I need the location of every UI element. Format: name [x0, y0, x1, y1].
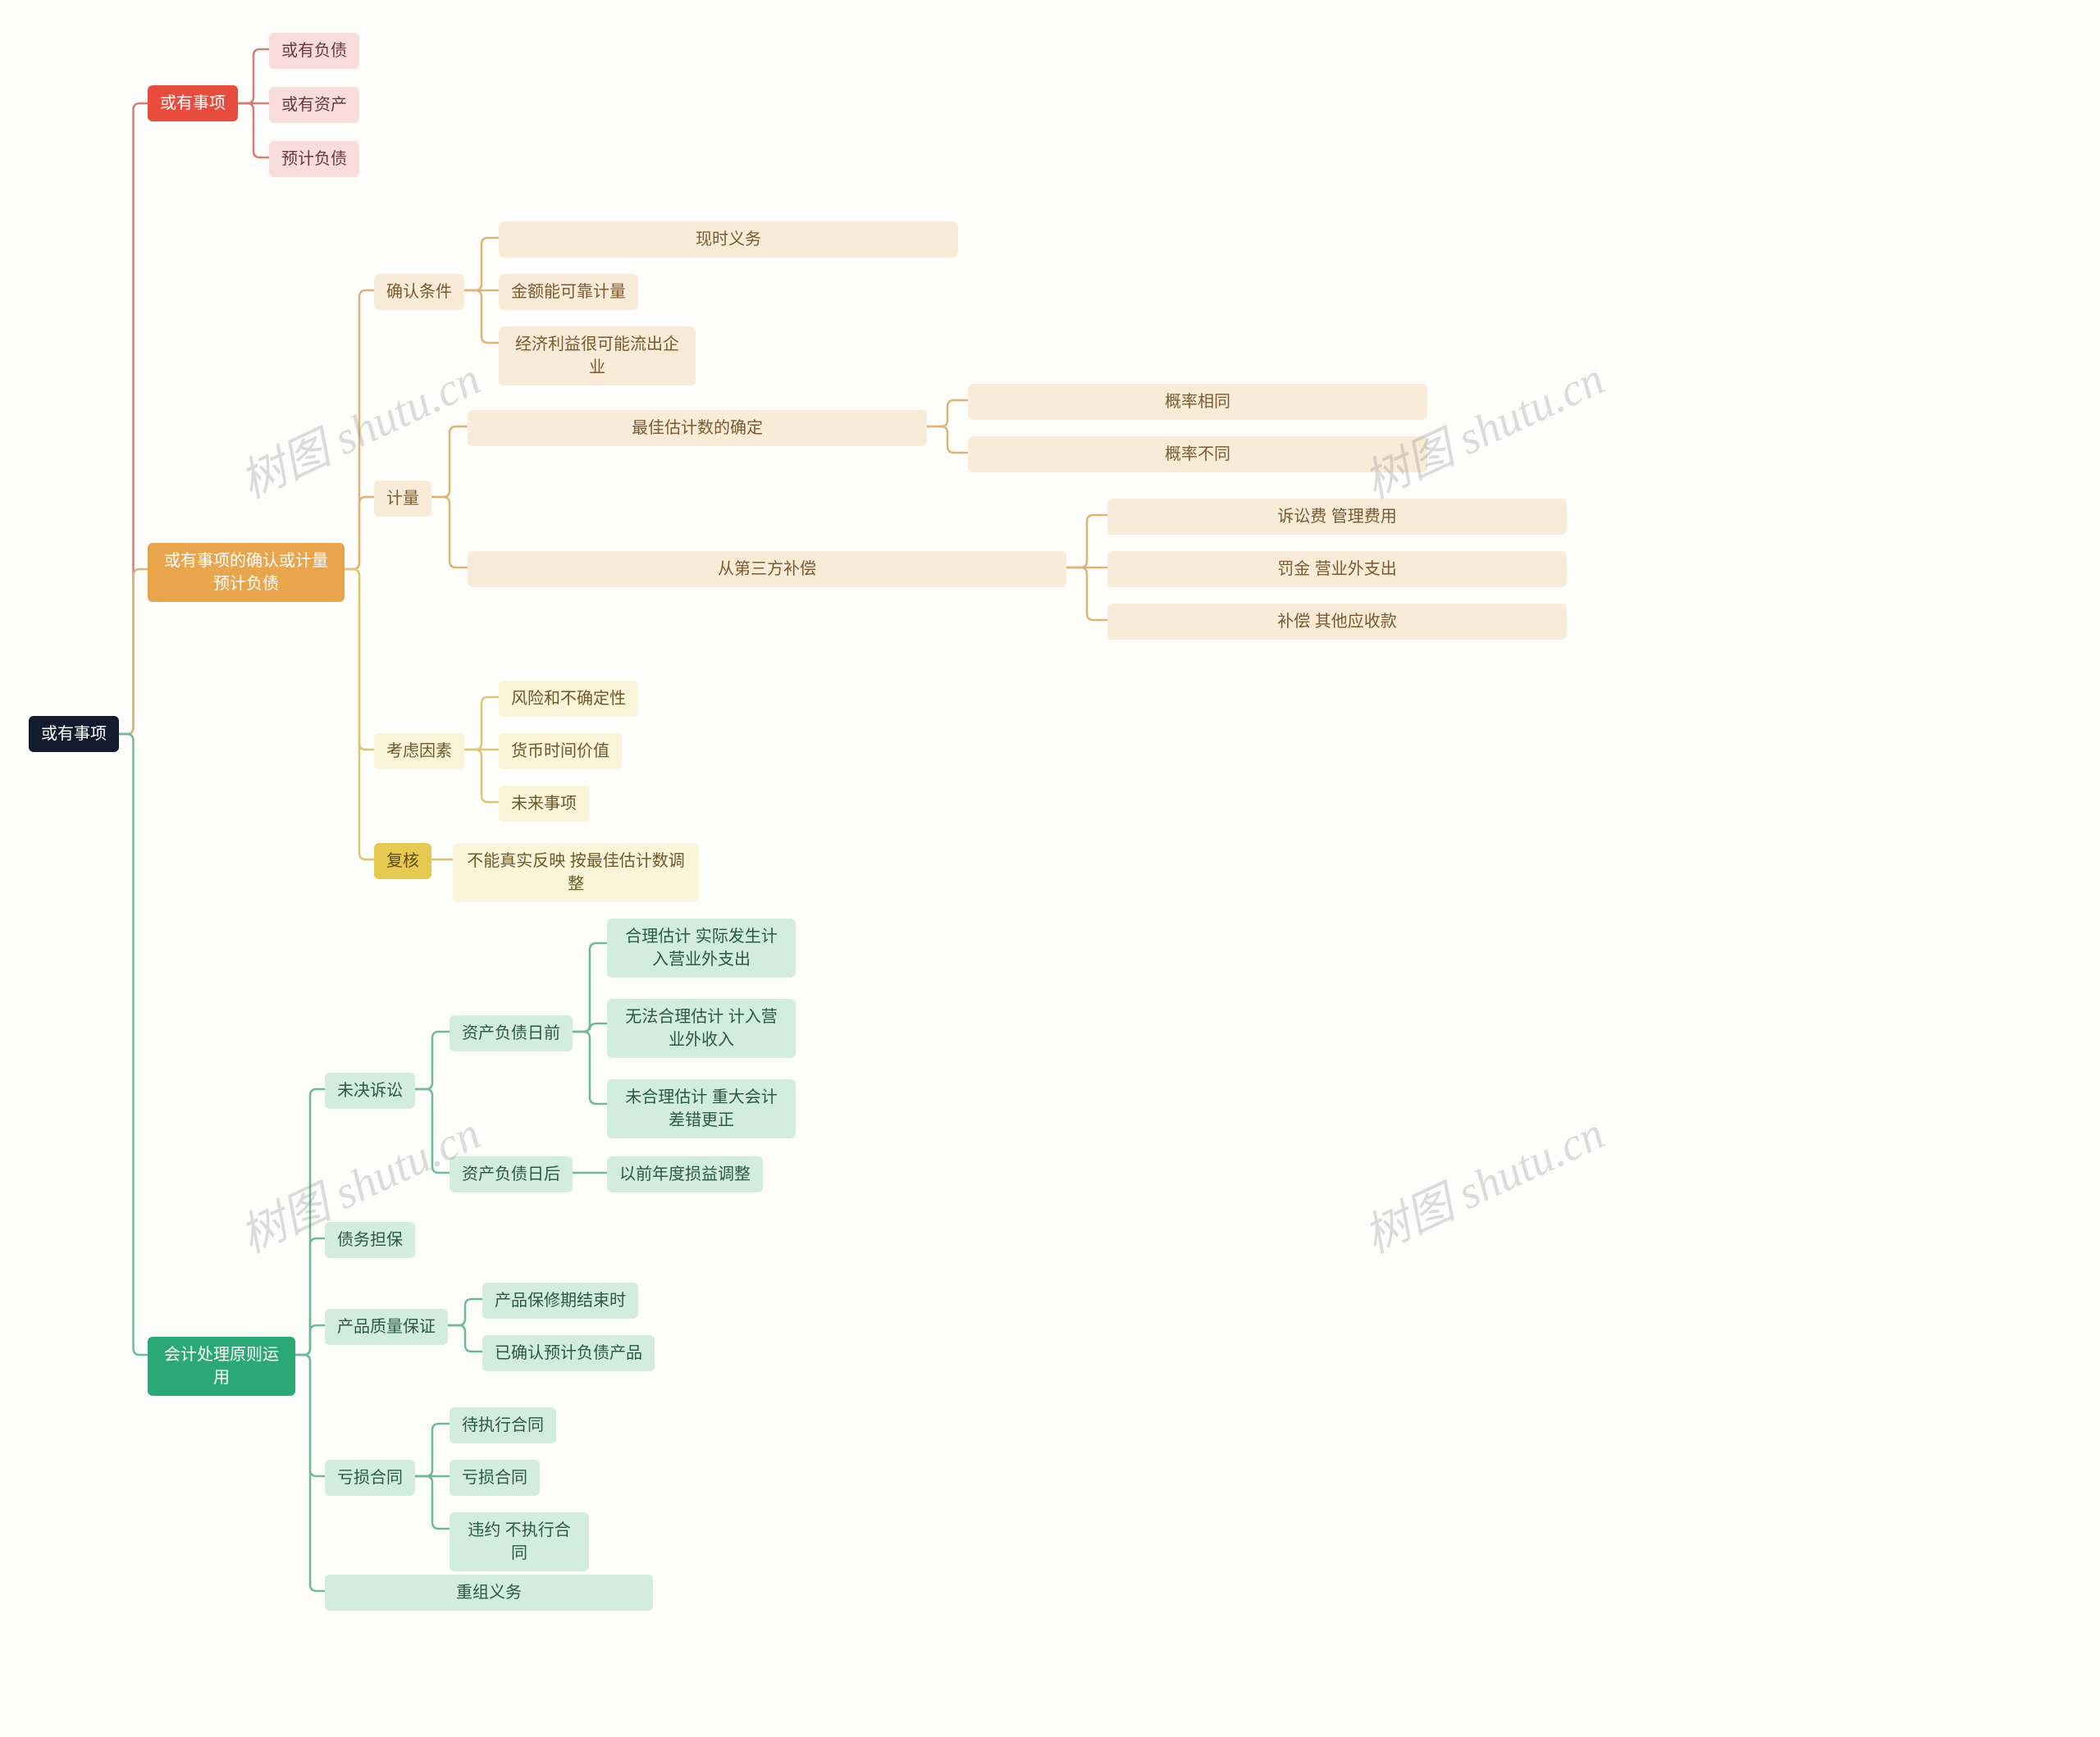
edge-b3c3-b3c3a [448, 1299, 482, 1325]
watermark-3: 树图 shutu.cn [1352, 1096, 1614, 1265]
node-b3c1[interactable]: 未决诉讼 [325, 1073, 415, 1109]
node-b2c2b[interactable]: 从第三方补偿 [468, 551, 1066, 587]
node-b1c2[interactable]: 或有资产 [269, 87, 359, 123]
edge-b2c2-b2c2a [431, 426, 468, 497]
node-b2[interactable]: 或有事项的确认或计量 预计负债 [148, 543, 345, 602]
edge-b2-b2c1 [345, 290, 374, 569]
edge-b3-b3c2 [295, 1238, 325, 1355]
node-b2c2a2[interactable]: 概率不同 [968, 436, 1427, 472]
edge-b1-b1c1 [238, 49, 269, 103]
edge-b2c3-b2c3c [464, 750, 499, 802]
node-b3c4c[interactable]: 违约 不执行合同 [450, 1512, 589, 1571]
node-b2c3c[interactable]: 未来事项 [499, 786, 589, 822]
node-b2c1a[interactable]: 现时义务 [499, 221, 958, 258]
node-b3c4b[interactable]: 亏损合同 [450, 1460, 540, 1496]
node-b2c2b1[interactable]: 诉讼费 管理费用 [1107, 499, 1567, 535]
node-b3c1b1[interactable]: 以前年度损益调整 [607, 1156, 763, 1192]
node-b2c2a[interactable]: 最佳估计数的确定 [468, 410, 927, 446]
node-b3c1a2[interactable]: 无法合理估计 计入营业外收入 [607, 999, 796, 1058]
edge-b3c1a-b3c1a3 [573, 1032, 607, 1104]
edge-b3-b3c4 [295, 1355, 325, 1476]
edge-b2c1-b2c1a [464, 238, 499, 290]
edge-b2c2-b2c2b [431, 497, 468, 568]
node-b3c3b[interactable]: 已确认预计负债产品 [482, 1335, 655, 1371]
edge-root-b2 [119, 569, 148, 734]
node-b2c1c[interactable]: 经济利益很可能流出企业 [499, 326, 696, 385]
edge-b2c1-b2c1c [464, 290, 499, 343]
node-b2c2b2[interactable]: 罚金 营业外支出 [1107, 551, 1567, 587]
node-b2c4a[interactable]: 不能真实反映 按最佳估计数调整 [453, 843, 699, 902]
node-b2c2b3[interactable]: 补偿 其他应收款 [1107, 604, 1567, 640]
node-b1c1[interactable]: 或有负债 [269, 33, 359, 69]
node-b3c3a[interactable]: 产品保修期结束时 [482, 1283, 638, 1319]
edge-b3c4-b3c4c [415, 1476, 450, 1529]
edge-b3-b3c1 [295, 1089, 325, 1355]
node-b3[interactable]: 会计处理原则运用 [148, 1337, 295, 1396]
node-b3c1a1[interactable]: 合理估计 实际发生计入营业外支出 [607, 919, 796, 978]
node-b2c1b[interactable]: 金额能可靠计量 [499, 274, 638, 310]
watermark-0: 树图 shutu.cn [228, 342, 490, 511]
node-b2c1[interactable]: 确认条件 [374, 274, 464, 310]
edge-root-b1 [119, 103, 148, 734]
edge-b3-b3c5 [295, 1355, 325, 1591]
node-b1[interactable]: 或有事项 [148, 85, 238, 121]
edge-b3c1-b3c1b [415, 1089, 450, 1173]
node-b2c3a[interactable]: 风险和不确定性 [499, 681, 638, 717]
edge-b2-b2c2 [345, 497, 374, 569]
node-b2c2a1[interactable]: 概率相同 [968, 384, 1427, 420]
edge-b3c1a-b3c1a2 [573, 1024, 607, 1032]
node-b3c3[interactable]: 产品质量保证 [325, 1309, 448, 1345]
node-b2c2[interactable]: 计量 [374, 481, 431, 517]
node-b3c5[interactable]: 重组义务 [325, 1575, 653, 1611]
connector-layer [0, 0, 2100, 1737]
node-b3c1a3[interactable]: 未合理估计 重大会计差错更正 [607, 1079, 796, 1138]
edge-b2c2a-b2c2a2 [927, 426, 968, 453]
edge-root-b3 [119, 734, 148, 1355]
edge-b2c3-b2c3a [464, 697, 499, 750]
node-root[interactable]: 或有事项 [29, 716, 119, 752]
edge-b2c2b-b2c2b1 [1066, 515, 1107, 568]
edge-b2-b2c4 [345, 569, 374, 859]
edge-b1-b1c3 [238, 103, 269, 157]
node-b3c2[interactable]: 债务担保 [325, 1222, 415, 1258]
edge-b3c1-b3c1a [415, 1032, 450, 1089]
edge-b3-b3c3 [295, 1325, 325, 1355]
node-b3c4a[interactable]: 待执行合同 [450, 1407, 556, 1443]
edge-b2c2a-b2c2a1 [927, 400, 968, 426]
node-b1c3[interactable]: 预计负债 [269, 141, 359, 177]
node-b2c3b[interactable]: 货币时间价值 [499, 733, 622, 769]
node-b3c1a[interactable]: 资产负债日前 [450, 1015, 573, 1051]
node-b2c3[interactable]: 考虑因素 [374, 733, 464, 769]
node-b2c4[interactable]: 复核 [374, 843, 431, 879]
watermark-2: 树图 shutu.cn [1352, 342, 1614, 511]
edge-b2-b2c3 [345, 569, 374, 750]
edge-b3c4-b3c4a [415, 1424, 450, 1476]
node-b3c1b[interactable]: 资产负债日后 [450, 1156, 573, 1192]
edge-b3c3-b3c3b [448, 1325, 482, 1352]
edge-b3c1a-b3c1a1 [573, 943, 607, 1032]
node-b3c4[interactable]: 亏损合同 [325, 1460, 415, 1496]
edge-b2c2b-b2c2b3 [1066, 568, 1107, 620]
